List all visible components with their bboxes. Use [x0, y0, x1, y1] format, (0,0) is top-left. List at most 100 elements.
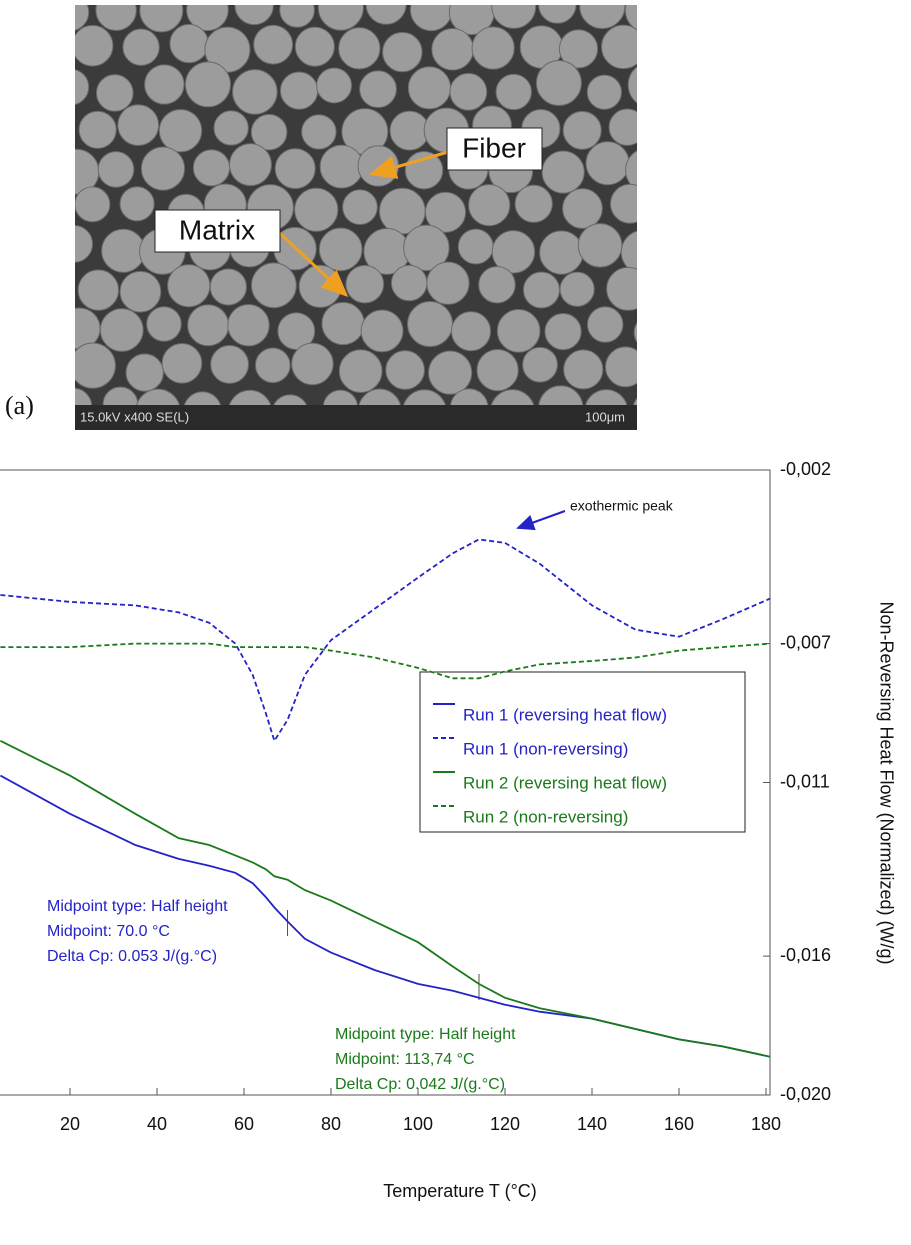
y2-axis-title: Non-Reversing Heat Flow (Normalized) (W/… — [876, 601, 896, 964]
y2-tick-label: -0,011 — [780, 771, 830, 791]
x-tick-label: 160 — [664, 1114, 694, 1134]
midpoint-note: Midpoint type: Half height — [47, 898, 228, 915]
midpoint-note: Midpoint type: Half height — [335, 1026, 516, 1043]
fiber — [426, 261, 470, 305]
x-tick-label: 20 — [60, 1114, 80, 1134]
x-axis-title: Temperature T (°C) — [383, 1181, 537, 1201]
legend-label: Run 1 (non-reversing) — [463, 739, 628, 758]
fiber — [478, 265, 516, 304]
fiber — [122, 28, 160, 66]
fiber — [495, 73, 532, 111]
fiber — [563, 349, 604, 390]
x-tick-label: 140 — [577, 1114, 607, 1134]
fiber — [407, 301, 454, 348]
fiber — [522, 346, 558, 383]
fiber — [428, 350, 473, 395]
fiber — [620, 230, 637, 274]
annotation: exothermic peak — [570, 498, 674, 514]
matrix-label: Matrix — [179, 214, 255, 245]
fiber — [357, 145, 400, 187]
series-line — [0, 739, 770, 1058]
x-tick-label: 120 — [490, 1114, 520, 1134]
fiber — [644, 110, 690, 156]
fiber — [627, 66, 637, 104]
panel-label: (a) — [5, 391, 34, 420]
fiber — [390, 264, 428, 302]
fiber — [586, 306, 624, 343]
fiber — [385, 350, 425, 390]
legend-label: Run 2 (non-reversing) — [463, 807, 628, 826]
fiber — [184, 61, 231, 108]
legend-box — [419, 671, 746, 833]
fiber — [491, 230, 536, 274]
fiber — [538, 5, 577, 24]
fiber — [382, 31, 423, 73]
fiber — [608, 108, 637, 146]
fiber — [539, 230, 584, 275]
sem-info: 15.0kV x400 SE(L) — [80, 409, 189, 424]
fiber — [75, 186, 111, 223]
fiber — [187, 304, 230, 347]
fiber — [471, 26, 515, 70]
fiber-label: Fiber — [462, 132, 526, 163]
fiber — [360, 309, 404, 353]
fiber — [585, 141, 630, 186]
y2-tick-label: -0,020 — [780, 1084, 831, 1104]
midpoint-note: Delta Cp: 0.053 J/(g.°C) — [47, 948, 217, 965]
fiber — [345, 264, 385, 304]
fiber — [95, 5, 137, 31]
fiber — [75, 24, 114, 67]
y2-tick-label: -0,002 — [780, 459, 831, 479]
fiber — [228, 143, 272, 187]
fiber — [651, 22, 695, 66]
fiber — [119, 186, 155, 222]
fiber — [254, 347, 291, 384]
fiber — [95, 74, 134, 112]
fiber — [365, 5, 407, 25]
fiber — [648, 346, 683, 381]
x-tick-label: 80 — [321, 1114, 341, 1134]
fiber — [75, 69, 90, 105]
fiber — [250, 113, 288, 151]
x-tick-label: 100 — [403, 1114, 433, 1134]
fiber — [192, 149, 231, 187]
fiber — [277, 312, 316, 351]
matrix-box — [154, 209, 281, 253]
fiber — [186, 5, 229, 32]
fiber — [604, 346, 637, 388]
fiber — [559, 271, 595, 307]
fiber — [624, 5, 637, 31]
fiber — [342, 189, 378, 226]
fiber — [78, 110, 117, 149]
fiber — [468, 183, 511, 227]
series-line — [0, 642, 770, 680]
fiber — [558, 29, 599, 69]
fiber — [491, 5, 537, 29]
x-tick-label: 60 — [234, 1114, 254, 1134]
fiber — [279, 5, 315, 28]
series-line — [0, 538, 770, 743]
fiber — [227, 304, 270, 347]
fiber — [338, 349, 383, 393]
fiber — [119, 270, 162, 313]
midpoint-note: Midpoint: 113,74 °C — [335, 1051, 475, 1068]
fiber — [294, 187, 339, 232]
fiber-box — [446, 127, 543, 171]
fiber — [169, 23, 209, 64]
fiber — [541, 150, 585, 194]
fiber — [609, 183, 637, 224]
fiber — [99, 308, 144, 352]
fiber — [234, 5, 274, 26]
fiber — [317, 5, 364, 31]
fiber — [586, 74, 622, 110]
fiber — [167, 264, 211, 308]
fiber — [97, 151, 135, 188]
fiber — [75, 225, 94, 263]
fiber — [625, 150, 637, 191]
plot-area — [0, 538, 770, 1058]
info-strip — [75, 405, 637, 430]
fiber — [522, 271, 561, 309]
fiber — [158, 108, 203, 153]
fiber — [407, 66, 452, 110]
